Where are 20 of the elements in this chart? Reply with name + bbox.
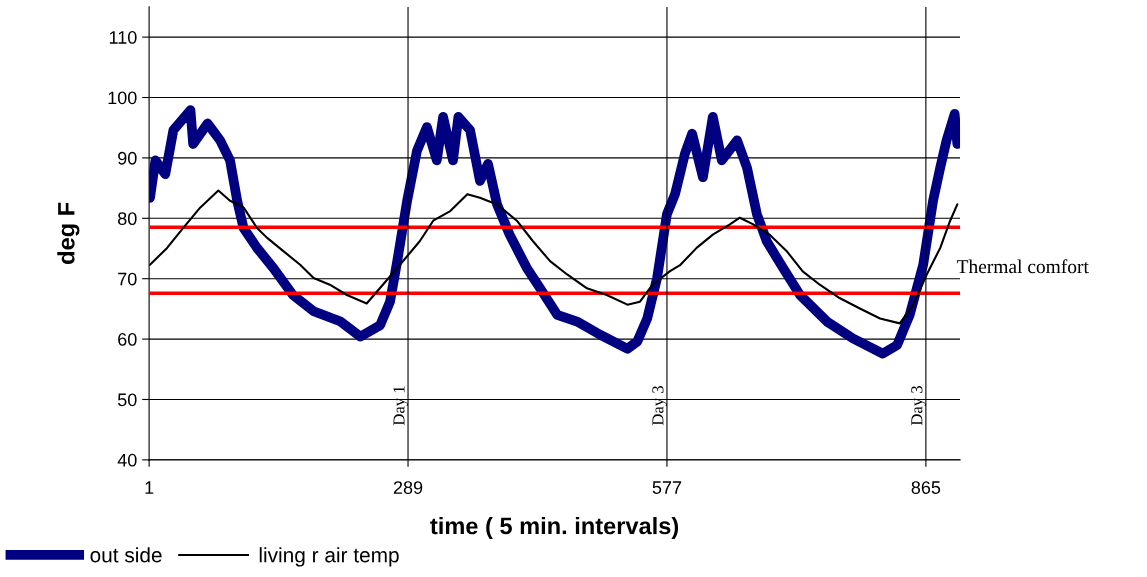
y-tick-label: 90: [118, 151, 137, 165]
x-tick-label: 865: [911, 481, 941, 494]
y-axis-title: deg F: [57, 202, 80, 264]
y-tick-label: 100: [108, 91, 137, 105]
x-tick-label: 577: [652, 481, 682, 494]
x-tick-label: 289: [393, 481, 423, 494]
ref-line-label: Day 3: [911, 386, 926, 426]
y-tick-label: 110: [109, 31, 137, 44]
y-tick-label: 40: [117, 453, 137, 467]
legend-label: out side: [90, 547, 162, 563]
x-axis-title: time ( 5 min. intervals): [430, 516, 679, 539]
ref-line-label: Day 3: [652, 386, 667, 426]
y-tick-label: 80: [118, 212, 137, 226]
y-tick-label: 50: [117, 393, 137, 407]
x-tick-label: 1: [145, 481, 154, 494]
ref-line-label: Day 1: [393, 386, 409, 426]
annotation: Thermal comfort: [956, 259, 1089, 274]
y-tick-label: 60: [118, 333, 137, 346]
y-tick-label: 70: [118, 272, 137, 286]
legend-label: living r air temp: [259, 547, 399, 567]
